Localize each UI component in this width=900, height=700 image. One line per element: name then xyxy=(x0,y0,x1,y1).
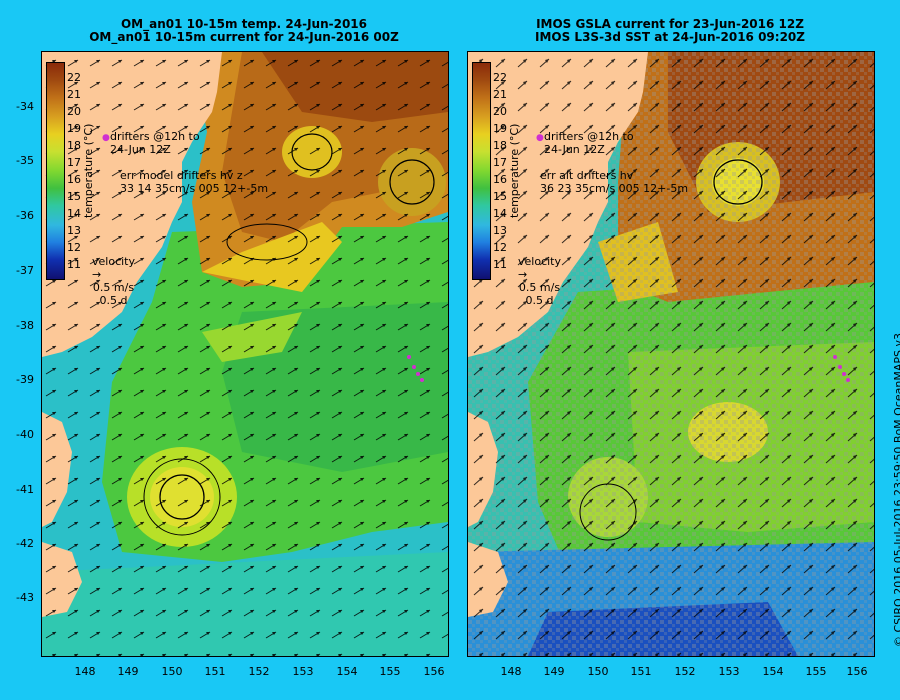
colorbar-label: 21 xyxy=(493,88,507,101)
right-drifters-date: 24-Jun 12Z xyxy=(544,143,605,156)
drifter-marker-icon: ● xyxy=(536,133,544,143)
x-tick: 150 xyxy=(161,665,183,678)
right-drifter-legend: ● drifters @12h to 24-Jun 12Z xyxy=(536,130,634,156)
left-drifter-legend: ● drifters @12h to 24-Jun 12Z xyxy=(102,130,200,156)
x-tick: 155 xyxy=(805,665,827,678)
left-velocity-legend: velocity → 0.5 m/s 0.5 d xyxy=(92,255,135,307)
colorbar-label: 19 xyxy=(67,122,81,135)
y-tick: -36 xyxy=(16,209,34,222)
left-map-panel: 22 21 20 19 18 17 16 15 14 13 12 11 temp… xyxy=(41,51,449,657)
x-tick: 154 xyxy=(336,665,358,678)
left-colorbar xyxy=(46,62,65,280)
right-title: IMOS GSLA current for 23-Jun-2016 12Z IM… xyxy=(466,18,874,44)
x-tick: 154 xyxy=(762,665,784,678)
right-velocity-label: velocity xyxy=(518,255,561,268)
right-colorbar xyxy=(472,62,491,280)
right-map-svg xyxy=(468,52,874,656)
colorbar-label: 18 xyxy=(67,139,81,152)
x-tick: 156 xyxy=(423,665,445,678)
left-err-line1: err model drifters hv z xyxy=(120,169,243,182)
right-drifters-label: drifters @12h to xyxy=(544,130,634,143)
right-err-line1: err alt drifters hv xyxy=(540,169,634,182)
colorbar-label: 16 xyxy=(67,173,81,186)
y-tick: -41 xyxy=(16,483,34,496)
x-tick: 149 xyxy=(117,665,139,678)
right-velocity-time: 0.5 d xyxy=(525,294,554,307)
colorbar-label: 11 xyxy=(493,258,507,271)
right-velocity-legend: velocity → 0.5 m/s 0.5 d xyxy=(518,255,561,307)
left-drifters-label: drifters @12h to xyxy=(110,130,200,143)
colorbar-label: 13 xyxy=(67,224,81,237)
velocity-arrow-icon: → xyxy=(92,268,102,281)
colorbar-label: 17 xyxy=(493,156,507,169)
colorbar-label: 11 xyxy=(67,258,81,271)
x-tick: 155 xyxy=(379,665,401,678)
left-velocity-speed: 0.5 m/s xyxy=(92,281,135,294)
colorbar-label: 13 xyxy=(493,224,507,237)
colorbar-label: 19 xyxy=(493,122,507,135)
left-err-line2: 33 14 35cm/s 005 12+-5m xyxy=(120,182,269,195)
left-error-stats: err model drifters hv z 33 14 35cm/s 005… xyxy=(120,169,268,195)
colorbar-label: 12 xyxy=(493,241,507,254)
x-tick: 148 xyxy=(500,665,522,678)
x-tick: 152 xyxy=(674,665,696,678)
left-colorbar-title: temperature (°C) xyxy=(82,123,95,218)
colorbar-label: 15 xyxy=(67,190,81,203)
y-tick: -37 xyxy=(16,264,34,277)
right-title-line1: IMOS GSLA current for 23-Jun-2016 12Z xyxy=(536,17,804,31)
velocity-arrow-icon: → xyxy=(518,268,528,281)
colorbar-label: 22 xyxy=(67,71,81,84)
x-tick: 151 xyxy=(630,665,652,678)
x-tick: 152 xyxy=(248,665,270,678)
right-colorbar-title: temperature (°C) xyxy=(508,123,521,218)
y-tick: -43 xyxy=(16,591,34,604)
colorbar-label: 20 xyxy=(67,105,81,118)
right-error-stats: err alt drifters hv 36 23 35cm/s 005 12+… xyxy=(540,169,688,195)
x-tick: 151 xyxy=(204,665,226,678)
left-map-svg xyxy=(42,52,448,656)
left-title-line1: OM_an01 10-15m temp. 24-Jun-2016 xyxy=(120,17,368,31)
colorbar-label: 18 xyxy=(493,139,507,152)
colorbar-label: 12 xyxy=(67,241,81,254)
right-map-panel: 22 21 20 19 18 17 16 15 14 13 12 11 temp… xyxy=(467,51,875,657)
colorbar-label: 14 xyxy=(493,207,507,220)
colorbar-label: 16 xyxy=(493,173,507,186)
x-tick: 149 xyxy=(543,665,565,678)
left-velocity-label: velocity xyxy=(92,255,135,268)
credit-line: © CSIRO 2016 05-Jul-2016 23:59:50 BoM Oc… xyxy=(892,333,900,647)
colorbar-label: 14 xyxy=(67,207,81,220)
y-tick: -34 xyxy=(16,100,34,113)
x-tick: 150 xyxy=(587,665,609,678)
x-tick: 156 xyxy=(846,665,868,678)
left-velocity-time: 0.5 d xyxy=(99,294,128,307)
x-tick: 153 xyxy=(718,665,740,678)
right-err-line2: 36 23 35cm/s 005 12+-5m xyxy=(540,182,689,195)
y-tick: -40 xyxy=(16,428,34,441)
y-tick: -35 xyxy=(16,154,34,167)
colorbar-label: 21 xyxy=(67,88,81,101)
drifter-marker-icon: ● xyxy=(102,133,110,143)
colorbar-label: 15 xyxy=(493,190,507,203)
y-tick: -39 xyxy=(16,373,34,386)
y-tick: -42 xyxy=(16,537,34,550)
left-title-line2: OM_an01 10-15m current for 24-Jun-2016 0… xyxy=(89,30,399,44)
x-tick: 153 xyxy=(292,665,314,678)
colorbar-label: 17 xyxy=(67,156,81,169)
right-title-line2: IMOS L3S-3d SST at 24-Jun-2016 09:20Z xyxy=(535,30,805,44)
colorbar-label: 20 xyxy=(493,105,507,118)
left-drifters-date: 24-Jun 12Z xyxy=(110,143,171,156)
right-velocity-speed: 0.5 m/s xyxy=(518,281,561,294)
y-tick: -38 xyxy=(16,319,34,332)
x-tick: 148 xyxy=(74,665,96,678)
left-title: OM_an01 10-15m temp. 24-Jun-2016 OM_an01… xyxy=(40,18,448,44)
colorbar-label: 22 xyxy=(493,71,507,84)
